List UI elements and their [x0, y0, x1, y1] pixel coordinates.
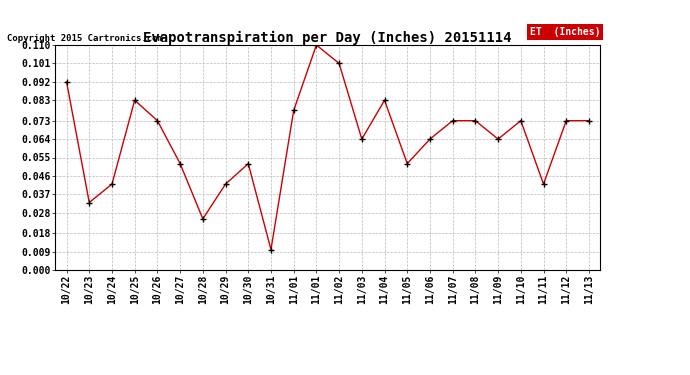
Text: ET  (Inches): ET (Inches)	[530, 27, 600, 37]
Title: Evapotranspiration per Day (Inches) 20151114: Evapotranspiration per Day (Inches) 2015…	[144, 31, 512, 45]
Text: Copyright 2015 Cartronics.com: Copyright 2015 Cartronics.com	[7, 34, 163, 43]
